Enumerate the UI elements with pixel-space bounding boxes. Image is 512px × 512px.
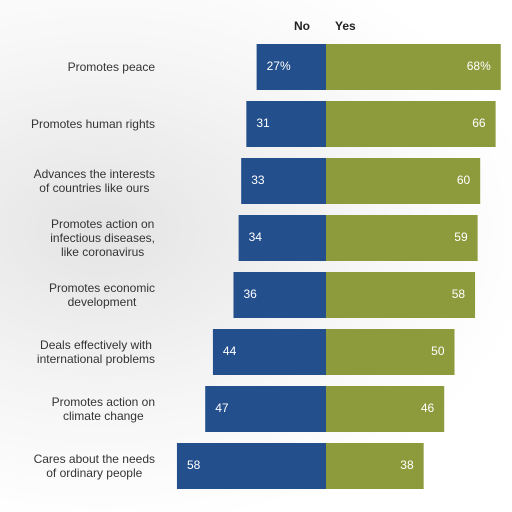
category-label: Cares about the needs of ordinary people (33, 452, 155, 480)
category-label: Advances the interests of countries like… (33, 167, 155, 195)
data-label: 50 (431, 344, 445, 358)
bar-no (176, 443, 326, 489)
bar-yes (326, 443, 424, 489)
bar-yes (326, 44, 501, 90)
category-label: Promotes action on infectious diseases, … (50, 217, 155, 259)
data-label: 38 (400, 458, 414, 472)
bar-no (212, 329, 326, 375)
category-label: Promotes economic development (48, 281, 155, 309)
legend-entry: No (294, 19, 310, 33)
data-label: 46 (421, 401, 435, 415)
bar-yes (326, 215, 478, 261)
data-label: 58 (452, 287, 466, 301)
data-label: 31 (256, 116, 270, 130)
bar-no (246, 101, 326, 147)
data-label: 44 (223, 344, 237, 358)
bar-yes (326, 158, 481, 204)
category-label: Deals effectively with international pro… (36, 338, 155, 366)
bar-no (256, 44, 326, 90)
bar-no (233, 272, 326, 318)
bar-no (238, 215, 326, 261)
data-label: 59 (454, 230, 468, 244)
data-label: 66 (472, 116, 486, 130)
bar-yes (326, 386, 445, 432)
data-label: 58 (187, 458, 201, 472)
bar-yes (326, 329, 455, 375)
data-label: 27% (267, 59, 291, 73)
category-label: Promotes action on climate change (51, 395, 155, 423)
data-label: 47 (215, 401, 229, 415)
data-label: 33 (251, 173, 265, 187)
data-label: 34 (249, 230, 263, 244)
bar-yes (326, 101, 496, 147)
category-label: Promotes human rights (30, 117, 155, 131)
data-label: 36 (243, 287, 257, 301)
bar-yes (326, 272, 476, 318)
data-label: 60 (457, 173, 471, 187)
bar-no (241, 158, 326, 204)
legend-entry: Yes (335, 19, 356, 33)
category-label: Promotes peace (67, 60, 155, 74)
data-label: 68% (467, 59, 491, 73)
bar-no (205, 386, 326, 432)
